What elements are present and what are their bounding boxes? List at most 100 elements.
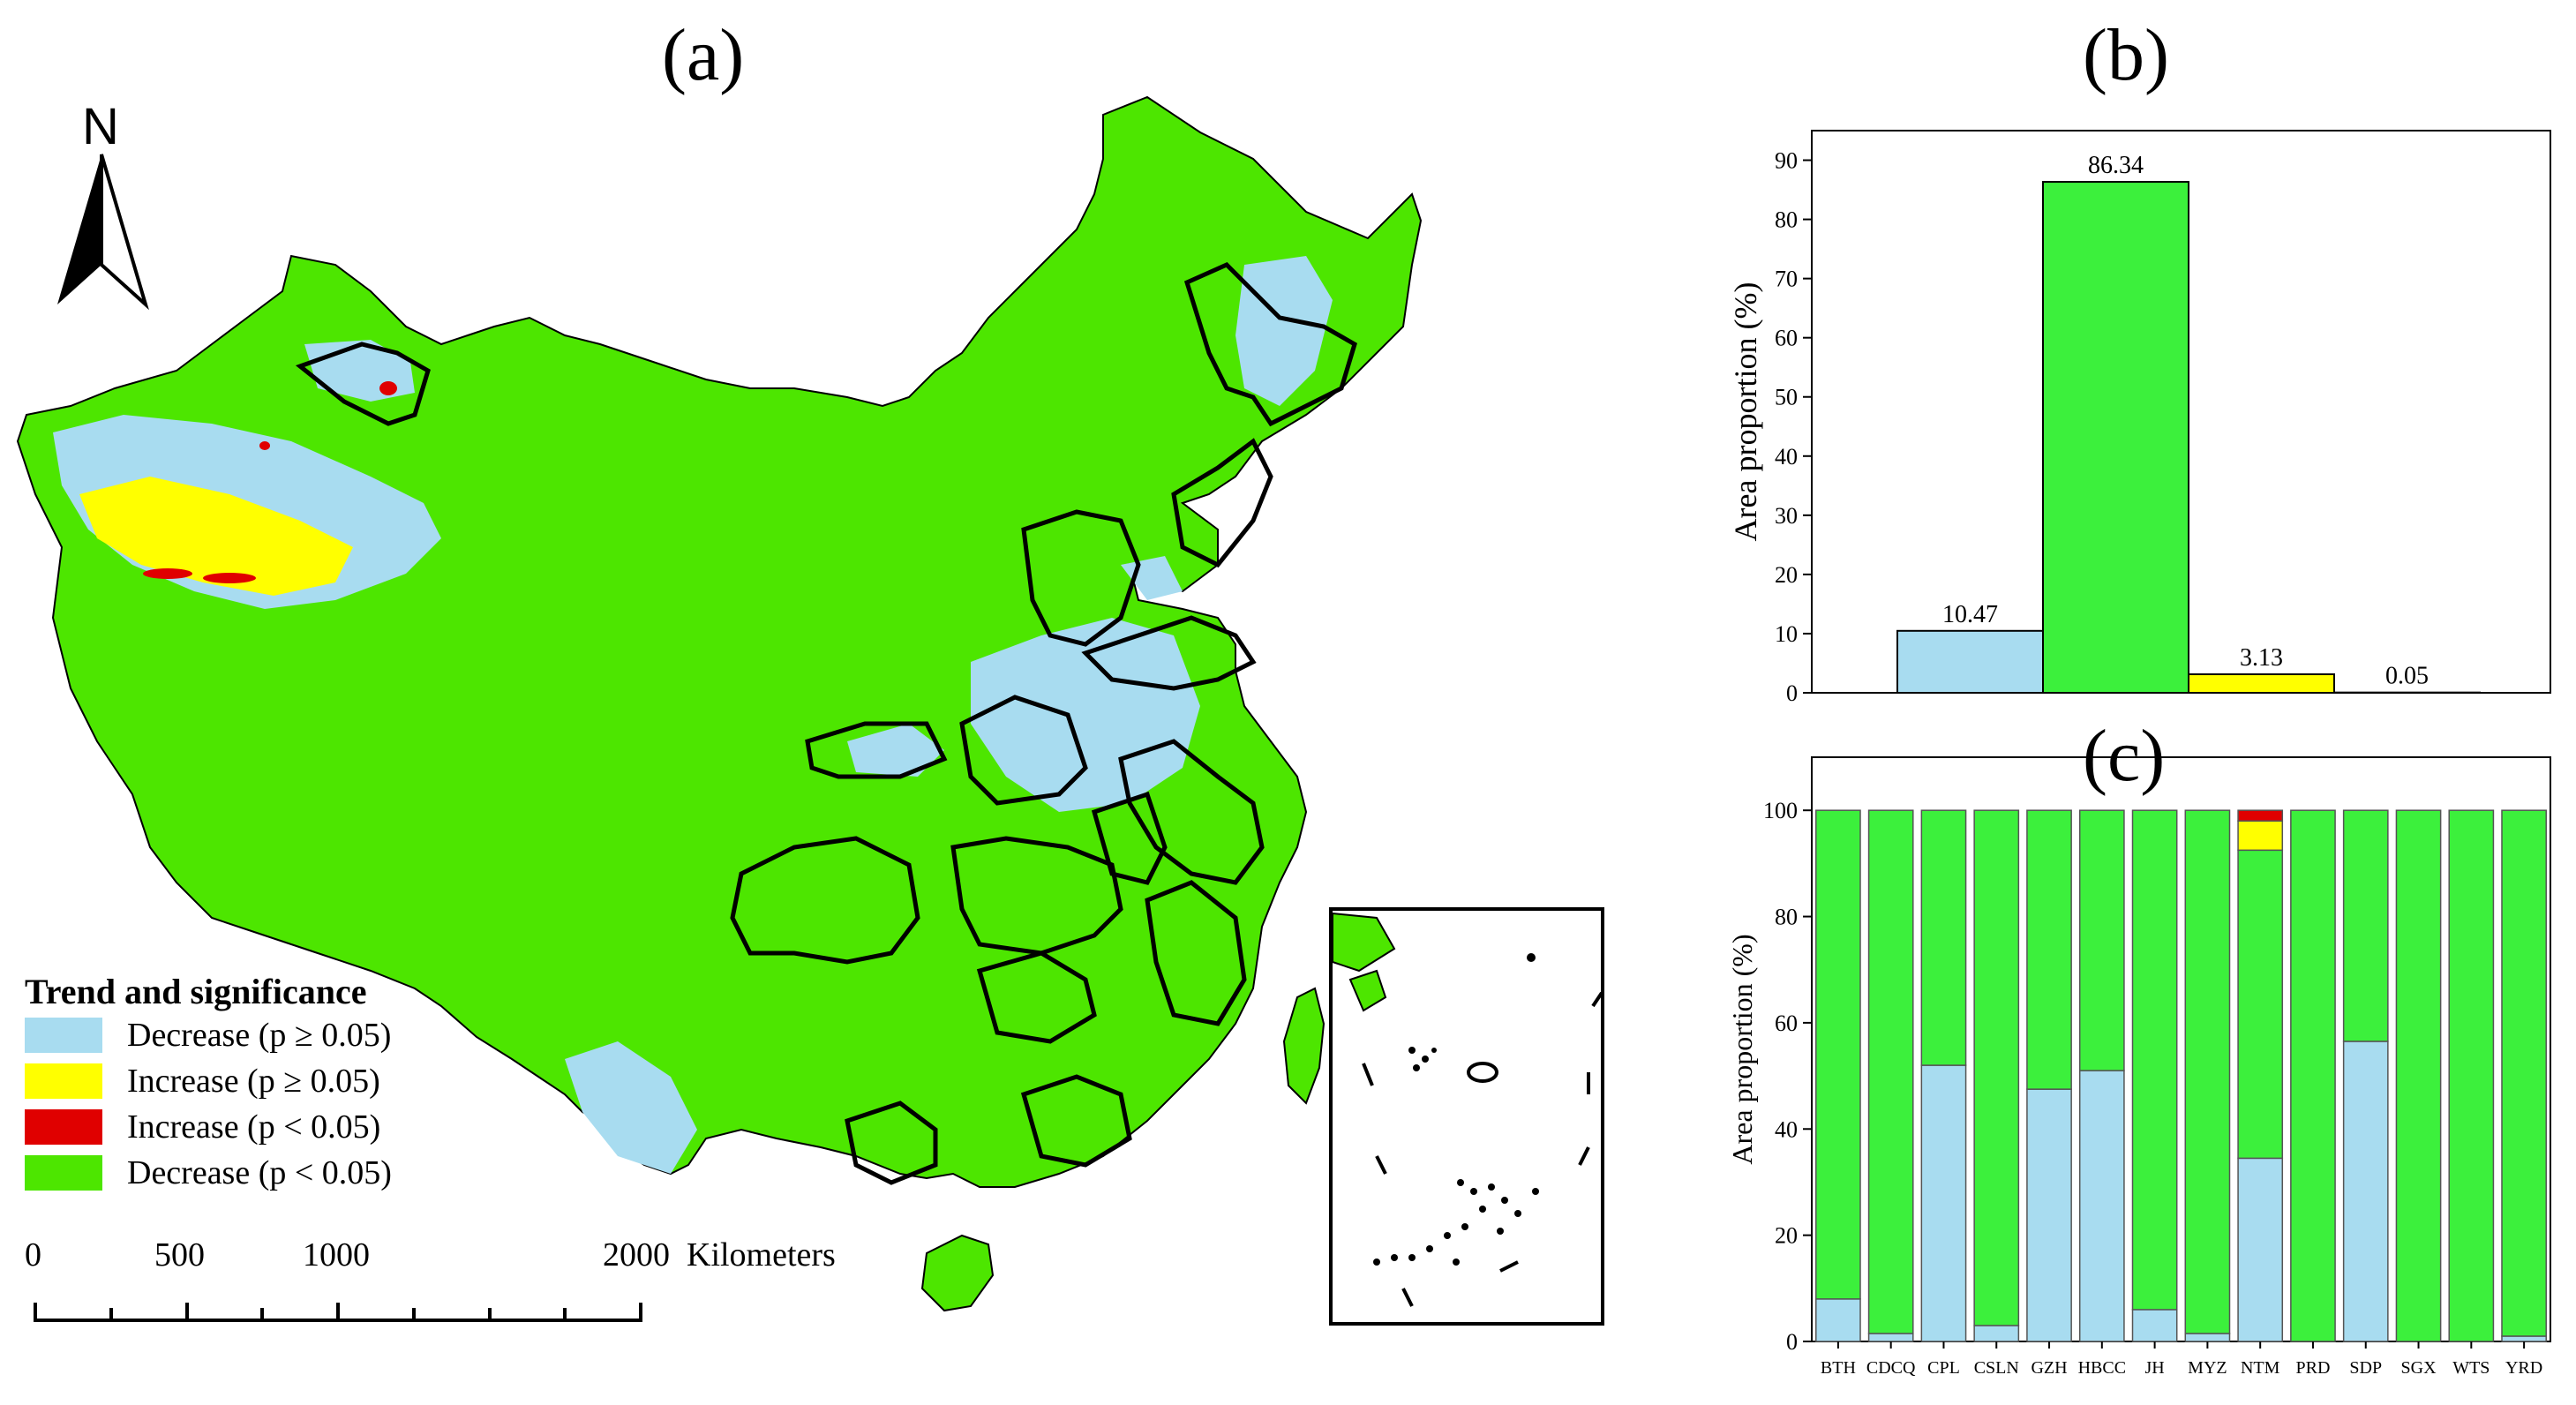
chart-c-xtick-label: YRD — [2505, 1358, 2542, 1378]
chart-c-bar-segment — [2342, 809, 2389, 1042]
chart-c-ytick-label: 0 — [1786, 1329, 1798, 1355]
legend-item-increase-sig: Increase (p < 0.05) — [25, 1104, 439, 1150]
chart-c-bar-segment — [2395, 809, 2442, 1342]
north-label: N — [82, 98, 119, 155]
legend-label: Increase (p ≥ 0.05) — [127, 1063, 380, 1100]
region-increase-ns — [79, 477, 353, 596]
chart-c-bar-segment — [2131, 809, 2178, 1311]
legend-swatch — [25, 1063, 102, 1099]
chart-c-ytick-label: 60 — [1775, 1011, 1798, 1036]
chart-b-ytick-label: 70 — [1775, 267, 1798, 292]
chart-c-xtick-label: CSLN — [1974, 1358, 2019, 1378]
outline-myz — [950, 836, 1123, 956]
chart-c-ytick-label: 40 — [1775, 1116, 1798, 1142]
chart-b-bar — [1896, 629, 2044, 694]
map-legend: Trend and significance Decrease (p ≥ 0.0… — [25, 971, 439, 1196]
chart-b-ytick-label: 90 — [1775, 148, 1798, 174]
panel-label-b: (b) — [2083, 14, 2169, 96]
chart-c-bar-segment — [2342, 1041, 2389, 1342]
outline-pl — [976, 950, 1097, 1044]
scale-bar — [34, 1303, 642, 1322]
region-increase-sig-4 — [259, 441, 270, 450]
chart-c-bar-segment — [2026, 1088, 2072, 1342]
taiwan-island — [1282, 987, 1326, 1105]
chart-c-bar-segment — [2078, 809, 2125, 1071]
chart-c-ylabel: Area proportion (%) — [1726, 934, 1758, 1164]
chart-c-ytick-label: 100 — [1763, 798, 1798, 823]
outline-sgx — [845, 1101, 938, 1185]
chart-c-bar-segment — [1867, 1333, 1914, 1342]
chart-c-bar-segment — [2026, 809, 2072, 1090]
outline-prd — [1020, 1074, 1132, 1168]
chart-c-bar-segment — [2501, 1335, 2547, 1342]
chart-c-xtick-label: SDP — [2349, 1358, 2382, 1378]
scale-bar-labels: 0 500 1000 2000 Kilometers — [0, 1236, 882, 1289]
chart-b-ytick-label: 30 — [1775, 503, 1798, 529]
chart-c-xtick-label: CDCQ — [1866, 1358, 1916, 1378]
north-arrow — [57, 154, 149, 311]
chart-c-bar-segment — [2237, 1157, 2284, 1342]
outline-ntm — [295, 342, 431, 426]
region-decrease-ns-northeast — [1235, 256, 1333, 406]
outline-gzh — [805, 721, 948, 779]
hainan-island — [920, 1234, 995, 1312]
chart-c-bar-segment — [2078, 1070, 2125, 1342]
chart-c-xtick-label: GZH — [2031, 1358, 2067, 1378]
chart-b-ytick-label: 20 — [1775, 562, 1798, 588]
chart-c-bar-segment — [2237, 849, 2284, 1160]
scale-unit: Kilometers — [687, 1236, 836, 1274]
chart-c-xtick-label: PRD — [2296, 1358, 2331, 1378]
chart-c-xtick-label: HBCC — [2078, 1358, 2126, 1378]
legend-item-increase-ns: Increase (p ≥ 0.05) — [25, 1058, 439, 1104]
chart-c-xtick-label: WTS — [2452, 1358, 2490, 1378]
legend-swatch — [25, 1155, 102, 1191]
urban-agglomeration-outlines — [295, 262, 1357, 1185]
chart-b-ytick-label: 40 — [1775, 444, 1798, 470]
scale-tick-2000: 2000 — [603, 1236, 670, 1274]
chart-c-bar-segment — [2131, 1309, 2178, 1342]
chart-c-bar-segment — [1920, 1064, 1967, 1342]
chart-c-bar-segment — [2237, 809, 2284, 822]
chart-c-xtick-label: MYZ — [2188, 1358, 2227, 1378]
chart-b-ytick-label: 50 — [1775, 385, 1798, 410]
region-decrease-ns-northchina — [971, 618, 1200, 812]
chart-b-value-label: 10.47 — [1942, 601, 1998, 628]
legend-item-decrease-ns: Decrease (p ≥ 0.05) — [25, 1012, 439, 1058]
scale-tick-0: 0 — [25, 1236, 41, 1274]
region-increase-sig-2 — [203, 573, 256, 583]
chart-c-bar-segment — [2184, 809, 2231, 1334]
region-decrease-ns-yunnan — [565, 1041, 697, 1174]
outline-bth — [1021, 509, 1141, 647]
region-decrease-ns-weihe — [847, 724, 944, 777]
chart-c-bar-segment — [2184, 1333, 2231, 1342]
chart-c-xtick-label: CPL — [1927, 1358, 1960, 1378]
outline-csln — [1171, 438, 1273, 568]
chart-b-value-label: 86.34 — [2088, 152, 2144, 179]
chart-c-bar-segment — [2290, 809, 2336, 1342]
scale-tick-1000: 1000 — [303, 1236, 370, 1274]
outline-wts — [1145, 880, 1247, 1026]
chart-c-bar-segment — [1973, 1325, 2020, 1342]
chart-c-bar-segment — [1920, 809, 1967, 1066]
legend-swatch — [25, 1109, 102, 1145]
chart-c-bar-segment — [2237, 820, 2284, 852]
south-china-sea-inset — [1329, 907, 1604, 1326]
outline-cdcq — [730, 836, 920, 965]
legend-title: Trend and significance — [25, 972, 367, 1011]
legend-label: Decrease (p < 0.05) — [127, 1154, 392, 1191]
outline-cpl — [959, 695, 1088, 806]
chart-b-bar — [2042, 181, 2189, 695]
chart-c-bar-segment — [1973, 809, 2020, 1326]
outline-hbcc — [1183, 262, 1357, 427]
panel-label-a: (a) — [662, 14, 745, 96]
legend-label: Decrease (p ≥ 0.05) — [127, 1017, 392, 1054]
scale-tick-500: 500 — [154, 1236, 205, 1274]
chart-c-bar-segment — [2448, 809, 2495, 1342]
region-increase-sig-1 — [143, 568, 192, 579]
chart-b-ytick-label: 60 — [1775, 326, 1798, 351]
chart-b-ylabel: Area proportion (%) — [1728, 282, 1763, 542]
chart-c-frame — [1811, 756, 2551, 1342]
chart-c-bar-segment — [1815, 1298, 1861, 1342]
chart-c-ytick-label: 20 — [1775, 1223, 1798, 1249]
legend-item-decrease-sig: Decrease (p < 0.05) — [25, 1150, 439, 1196]
